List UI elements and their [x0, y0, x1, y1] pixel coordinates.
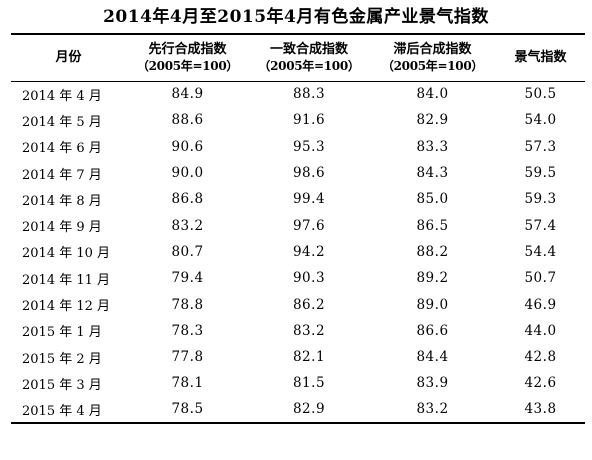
table-row: 2014 年 7 月 90.0 98.6 84.3 59.5	[11, 160, 585, 186]
cell-month: 2014 年 10 月	[22, 246, 111, 262]
cell-prosperity-index: 59.3	[524, 191, 557, 208]
cell-lagging-index: 86.5	[416, 217, 449, 234]
cell-prosperity-index: 44.0	[524, 322, 557, 339]
cell-prosperity-index: 59.5	[524, 165, 557, 182]
cell-coincident-index: 90.3	[292, 270, 326, 287]
cell-coincident-index: 81.5	[292, 375, 326, 392]
cell-prosperity-index: 50.7	[524, 270, 557, 287]
cell-coincident-index: 83.2	[292, 322, 326, 339]
cell-month: 2014 年 7 月	[22, 167, 102, 183]
cell-leading-index: 78.5	[126, 396, 249, 424]
cell-lagging-index: 83.9	[416, 375, 449, 392]
cell-leading-index: 78.8	[171, 296, 204, 313]
cell-month: 2014 年 6 月	[22, 141, 102, 157]
cell-leading-index: 86.8	[171, 191, 204, 208]
cell-month: 2014 年 4 月	[22, 88, 102, 104]
header-month-label: 月份	[55, 50, 82, 66]
header-prosperity-index: 景气指数	[496, 33, 585, 82]
cell-lagging-index: 83.3	[416, 138, 449, 155]
cell-lagging-index: 83.2	[369, 396, 496, 424]
cell-leading-index: 78.1	[171, 375, 204, 392]
table-row: 2014 年 8 月 86.8 99.4 85.0 59.3	[11, 186, 585, 212]
table-row: 2015 年 3 月 78.1 81.5 83.9 42.6	[11, 370, 585, 396]
table-body: 2014 年 4 月 84.9 88.3 84.0 50.5 2014 年 5 …	[11, 81, 585, 424]
header-lagging-index: 滞后合成指数 （2005年=100）	[369, 33, 496, 82]
cell-coincident-index: 98.6	[292, 165, 326, 182]
cell-prosperity-index: 42.8	[524, 349, 557, 366]
cell-leading-index: 77.8	[171, 349, 204, 366]
header-coincident-index-label: 一致合成指数	[269, 41, 348, 57]
cell-lagging-index: 82.9	[416, 112, 449, 129]
cell-coincident-index: 82.1	[292, 349, 326, 366]
cell-prosperity-index: 54.4	[524, 243, 557, 260]
header-coincident-index: 一致合成指数 （2005年=100）	[249, 33, 369, 82]
cell-leading-index: 90.6	[171, 138, 204, 155]
table-title: 2014年4月至2015年4月有色金属产业景气指数	[103, 7, 489, 27]
table-row: 2014 年 4 月 84.9 88.3 84.0 50.5	[11, 81, 585, 107]
cell-prosperity-index: 57.3	[524, 138, 557, 155]
cell-lagging-index: 84.0	[416, 86, 449, 103]
cell-lagging-index: 89.2	[416, 270, 449, 287]
cell-coincident-index: 91.6	[292, 112, 326, 129]
cell-coincident-index: 86.2	[292, 296, 326, 313]
cell-prosperity-index: 42.6	[524, 375, 557, 392]
cell-month: 2015 年 1 月	[22, 325, 102, 341]
header-coincident-index-base: （2005年=100）	[258, 58, 360, 73]
table-row: 2014 年 10 月 80.7 94.2 88.2 54.4	[11, 239, 585, 265]
header-month: 月份	[11, 33, 126, 82]
table-row: 2014 年 6 月 90.6 95.3 83.3 57.3	[11, 134, 585, 160]
cell-leading-index: 80.7	[171, 243, 204, 260]
cell-coincident-index: 94.2	[292, 243, 326, 260]
header-lagging-index-label: 滞后合成指数	[393, 41, 472, 57]
table-row: 2015 年 1 月 78.3 83.2 86.6 44.0	[11, 318, 585, 344]
cell-lagging-index: 85.0	[416, 191, 449, 208]
cell-coincident-index: 99.4	[292, 191, 326, 208]
cell-lagging-index: 84.4	[416, 349, 449, 366]
cell-coincident-index: 97.6	[292, 217, 326, 234]
table-header: 月份 先行合成指数 （2005年=100） 一致合成指数 （2005年=100）…	[11, 33, 585, 82]
cell-prosperity-index: 46.9	[524, 296, 557, 313]
cell-leading-index: 83.2	[171, 217, 204, 234]
header-leading-index-base: （2005年=100）	[136, 58, 239, 73]
cell-month: 2015 年 4 月	[11, 396, 126, 424]
cell-month: 2014 年 12 月	[22, 299, 111, 315]
header-leading-index-label: 先行合成指数	[148, 41, 227, 57]
cell-coincident-index: 88.3	[292, 86, 326, 103]
header-leading-index: 先行合成指数 （2005年=100）	[126, 33, 249, 82]
table-row: 2015 年 2 月 77.8 82.1 84.4 42.8	[11, 344, 585, 370]
cell-coincident-index: 95.3	[292, 138, 326, 155]
cell-prosperity-index: 50.5	[524, 86, 557, 103]
cell-prosperity-index: 43.8	[496, 396, 585, 424]
table-row: 2014 年 5 月 88.6 91.6 82.9 54.0	[11, 107, 585, 133]
table-row: 2015 年 4 月 78.5 82.9 83.2 43.8	[11, 396, 585, 424]
cell-lagging-index: 89.0	[416, 296, 449, 313]
header-row: 月份 先行合成指数 （2005年=100） 一致合成指数 （2005年=100）…	[11, 33, 585, 82]
cell-month: 2014 年 5 月	[22, 114, 102, 130]
cell-leading-index: 79.4	[171, 270, 204, 287]
table-row: 2014 年 9 月 83.2 97.6 86.5 57.4	[11, 212, 585, 238]
cell-leading-index: 84.9	[171, 86, 204, 103]
table-row: 2014 年 11 月 79.4 90.3 89.2 50.7	[11, 265, 585, 291]
cell-leading-index: 78.3	[171, 322, 204, 339]
cell-month: 2015 年 3 月	[22, 377, 102, 393]
cell-prosperity-index: 54.0	[524, 112, 557, 129]
header-lagging-index-base: （2005年=100）	[381, 58, 484, 73]
cell-month: 2014 年 9 月	[22, 220, 102, 236]
prosperity-index-table: 月份 先行合成指数 （2005年=100） 一致合成指数 （2005年=100）…	[11, 33, 585, 424]
cell-month: 2014 年 11 月	[22, 272, 111, 288]
cell-month: 2014 年 8 月	[22, 193, 102, 209]
cell-lagging-index: 84.3	[416, 165, 449, 182]
cell-lagging-index: 88.2	[416, 243, 449, 260]
cell-lagging-index: 86.6	[416, 322, 449, 339]
cell-coincident-index: 82.9	[249, 396, 369, 424]
cell-leading-index: 90.0	[171, 165, 204, 182]
cell-month: 2015 年 2 月	[22, 351, 102, 367]
table-row: 2014 年 12 月 78.8 86.2 89.0 46.9	[11, 291, 585, 317]
cell-prosperity-index: 57.4	[524, 217, 557, 234]
cell-leading-index: 88.6	[171, 112, 204, 129]
header-prosperity-index-label: 景气指数	[514, 50, 567, 66]
